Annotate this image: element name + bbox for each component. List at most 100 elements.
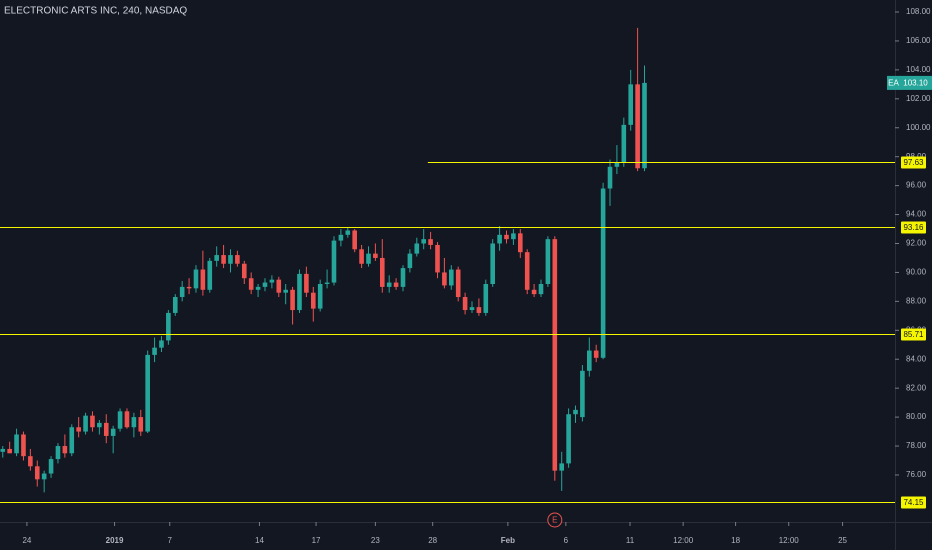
x-tick-label: 2019 bbox=[106, 536, 124, 545]
level-label: 93.16 bbox=[903, 223, 924, 232]
candle-body bbox=[262, 282, 268, 287]
candle-body bbox=[469, 307, 475, 311]
candle-body bbox=[7, 448, 12, 454]
y-tick-label: 88.00 bbox=[906, 296, 927, 305]
candle-body bbox=[621, 124, 627, 163]
y-tick-label: 108.00 bbox=[906, 7, 931, 16]
candle-body bbox=[186, 286, 192, 289]
candle-body bbox=[373, 253, 378, 258]
y-tick-label: 92.00 bbox=[906, 239, 927, 248]
candle-body bbox=[476, 307, 482, 313]
event-label: E bbox=[552, 516, 557, 525]
chart-title: ELECTRONIC ARTS INC, 240, NASDAQ bbox=[4, 6, 187, 17]
candle-body bbox=[462, 297, 468, 311]
candle-body bbox=[614, 162, 620, 167]
candle-body bbox=[159, 340, 164, 348]
candle-body bbox=[103, 422, 109, 436]
y-tick-label: 98.00 bbox=[906, 152, 927, 161]
candle-body bbox=[97, 422, 102, 428]
y-tick-label: 76.00 bbox=[906, 470, 927, 479]
candle-body bbox=[600, 188, 606, 358]
candle-body bbox=[131, 417, 137, 428]
candle-body bbox=[304, 273, 309, 293]
x-tick-label: 28 bbox=[428, 536, 437, 545]
candle-body bbox=[352, 230, 357, 250]
candle-body bbox=[179, 286, 185, 298]
candle-body bbox=[428, 239, 433, 245]
x-tick-label: 6 bbox=[564, 536, 569, 545]
x-tick-label: 12:00 bbox=[673, 536, 694, 545]
price-tag-symbol-box bbox=[887, 75, 900, 90]
candle-body bbox=[14, 434, 19, 454]
candle-body bbox=[490, 243, 495, 285]
candle-body bbox=[172, 297, 178, 313]
level-label: 97.63 bbox=[903, 158, 924, 167]
candle-body bbox=[297, 273, 302, 311]
candle-body bbox=[393, 282, 399, 287]
candle-body bbox=[642, 82, 647, 169]
candle-body bbox=[538, 284, 544, 295]
candle-body bbox=[545, 239, 551, 285]
candle-body bbox=[41, 473, 47, 480]
candle-body bbox=[483, 284, 489, 313]
y-tick-label: 78.00 bbox=[906, 441, 927, 450]
x-tick-label: 17 bbox=[312, 536, 321, 545]
candle-body bbox=[400, 268, 406, 287]
candle-body bbox=[221, 255, 226, 264]
candle-body bbox=[110, 428, 116, 436]
x-tick-label: 12:00 bbox=[779, 536, 800, 545]
candle-body bbox=[435, 244, 440, 273]
x-tick-label: 25 bbox=[838, 536, 847, 545]
candle-body bbox=[152, 347, 157, 355]
price-tag-symbol: EA bbox=[888, 79, 899, 88]
candle-body bbox=[214, 255, 219, 261]
candle-body bbox=[255, 286, 261, 290]
candle-body bbox=[635, 84, 640, 169]
candle-body bbox=[607, 166, 613, 189]
x-tick-label: 24 bbox=[22, 536, 31, 545]
candle-body bbox=[531, 289, 537, 295]
candle-body bbox=[166, 312, 171, 341]
y-tick-label: 90.00 bbox=[906, 268, 927, 277]
candle-body bbox=[200, 269, 206, 290]
candle-body bbox=[504, 234, 509, 240]
level-tag bbox=[901, 496, 926, 509]
candle-body bbox=[580, 370, 585, 418]
event-marker bbox=[547, 512, 563, 528]
candle-body bbox=[124, 411, 130, 428]
x-tick-label: 18 bbox=[731, 536, 740, 545]
candle-body bbox=[566, 414, 571, 464]
candle-body bbox=[628, 84, 634, 125]
level-label: 74.15 bbox=[903, 498, 924, 507]
x-tick-label: 14 bbox=[255, 536, 264, 545]
x-tick-label: 7 bbox=[168, 536, 173, 545]
candle-body bbox=[28, 456, 33, 467]
y-tick-label: 84.00 bbox=[906, 354, 927, 363]
candle-body bbox=[442, 272, 447, 286]
candle-body bbox=[138, 417, 144, 432]
x-tick-label: 23 bbox=[371, 536, 380, 545]
candle-body bbox=[379, 257, 385, 287]
candle-body bbox=[331, 240, 337, 283]
candle-body bbox=[117, 411, 123, 429]
candle-body bbox=[276, 279, 282, 293]
candle-body bbox=[407, 253, 413, 269]
y-tick-label: 100.00 bbox=[906, 123, 931, 132]
candle-body bbox=[34, 466, 40, 480]
candle-body bbox=[593, 350, 599, 358]
candle-body bbox=[324, 282, 330, 285]
candle-body bbox=[55, 446, 61, 460]
candle-body bbox=[518, 233, 523, 253]
candle-body bbox=[511, 233, 516, 240]
level-tag bbox=[901, 156, 926, 169]
candle-body bbox=[269, 279, 275, 283]
candle-body bbox=[283, 289, 288, 293]
candle-body bbox=[145, 354, 150, 432]
y-tick-label: 106.00 bbox=[906, 36, 931, 45]
y-tick-label: 102.00 bbox=[906, 94, 931, 103]
level-tag bbox=[901, 221, 926, 234]
candle-body bbox=[414, 243, 420, 254]
candle-body bbox=[559, 463, 565, 471]
price-tag bbox=[899, 75, 932, 90]
y-tick-label: 96.00 bbox=[906, 181, 927, 190]
